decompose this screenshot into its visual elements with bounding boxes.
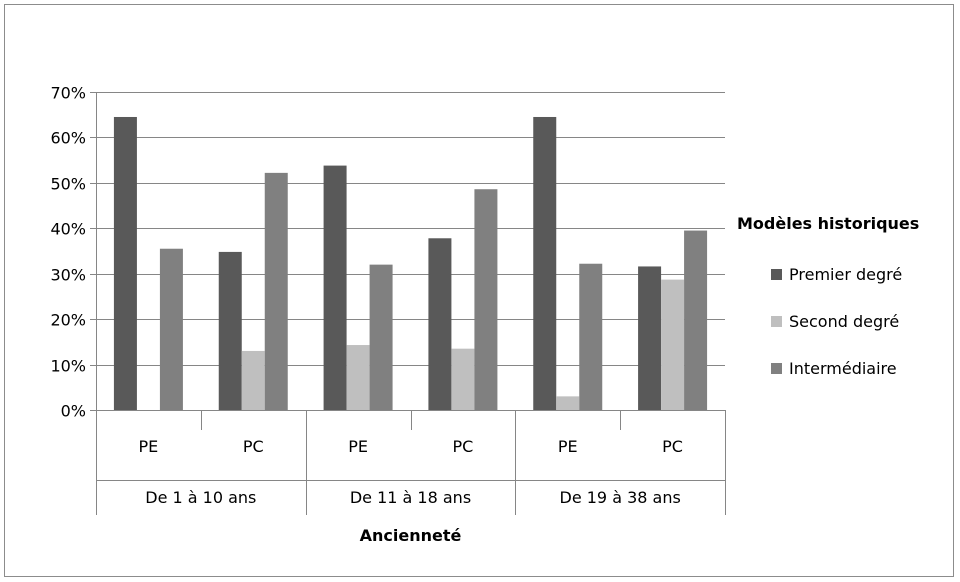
legend-label: Second degré — [789, 312, 899, 331]
legend-title: Modèles historiques — [737, 214, 919, 233]
x-category-label: PC — [453, 437, 474, 456]
y-tick-label: 70% — [50, 84, 86, 103]
legend-label: Premier degré — [789, 265, 902, 284]
bar — [579, 263, 603, 410]
y-tick-label: 10% — [50, 357, 86, 376]
bar — [369, 264, 393, 410]
bar — [264, 172, 288, 410]
bar — [113, 116, 137, 410]
gridlines — [96, 92, 725, 411]
bar — [474, 189, 498, 410]
bar — [241, 350, 265, 410]
bar — [218, 251, 242, 410]
bars — [113, 116, 708, 410]
x-category-label: PE — [558, 437, 578, 456]
bar — [451, 348, 475, 410]
bar — [533, 116, 557, 410]
bar — [323, 165, 347, 410]
bar — [159, 248, 183, 410]
y-tick-label: 50% — [50, 175, 86, 194]
bar — [346, 345, 370, 410]
x-category-label: PE — [139, 437, 159, 456]
x-category-label: PE — [348, 437, 368, 456]
x-category-label: PC — [662, 437, 683, 456]
x-category-label: PC — [243, 437, 264, 456]
y-axis-ticks: 0% 10% 20% 30% 40% 50% 60% 70% — [50, 84, 97, 421]
y-tick-label: 20% — [50, 311, 86, 330]
bar — [638, 266, 662, 410]
legend: Modèles historiques Premier degré Second … — [737, 214, 919, 378]
y-tick-label: 60% — [50, 129, 86, 148]
x-group-label: De 1 à 10 ans — [145, 488, 256, 507]
legend-swatch — [771, 269, 782, 280]
legend-label: Intermédiaire — [789, 359, 897, 378]
legend-swatch — [771, 363, 782, 374]
y-tick-label: 40% — [50, 220, 86, 239]
x-axis-title: Ancienneté — [360, 526, 462, 545]
y-tick-label: 0% — [61, 402, 86, 421]
legend-swatch — [771, 316, 782, 327]
bar — [428, 238, 452, 410]
bar — [556, 396, 580, 410]
x-axis: PE PC PE PC PE PC De 1 à 10 ans De 11 à 18 ans D… — [96, 410, 726, 515]
bar — [684, 230, 708, 410]
x-group-label: De 11 à 18 ans — [350, 488, 471, 507]
y-tick-label: 30% — [50, 266, 86, 285]
x-group-label: De 19 à 38 ans — [560, 488, 681, 507]
bar — [661, 279, 685, 410]
